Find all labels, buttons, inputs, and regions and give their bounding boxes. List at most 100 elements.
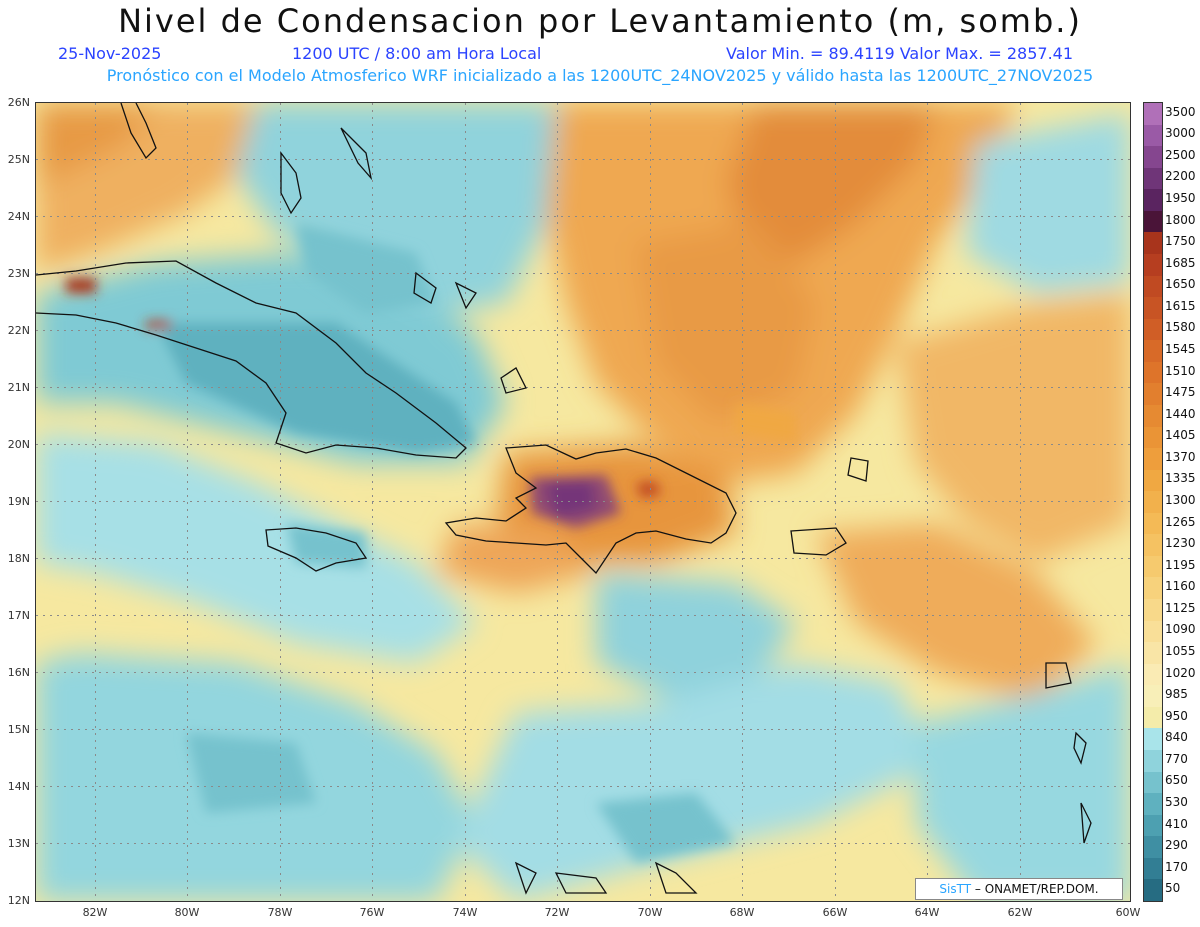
colorbar-segment: [1144, 555, 1162, 578]
lon-tick: 62W: [1007, 906, 1033, 919]
colorbar-label: 1510: [1165, 363, 1196, 378]
colorbar-segment: [1144, 189, 1162, 212]
colorbar-segment: [1144, 426, 1162, 449]
colorbar-label: 1265: [1165, 514, 1196, 529]
south-coast-3: [554, 872, 608, 894]
colorbar-label: 1230: [1165, 536, 1196, 551]
colorbar-segment: [1144, 750, 1162, 773]
colorbar-segment: [1144, 771, 1162, 794]
colorbar-segment: [1144, 167, 1162, 190]
andros-coast: [280, 151, 302, 215]
lat-tick: 21N: [7, 381, 30, 394]
colorbar-segment: [1144, 534, 1162, 557]
colorbar-segment: [1144, 728, 1162, 751]
colorbar-segment: [1144, 836, 1162, 859]
colorbar-segment: [1144, 512, 1162, 535]
colorbar-label: 1125: [1165, 600, 1196, 615]
lesser-antilles-2: [1073, 731, 1087, 765]
cuba-coast: [36, 260, 467, 459]
colorbar-label: 530: [1165, 794, 1188, 809]
colorbar-segment: [1144, 253, 1162, 277]
valid-time: 1200 UTC / 8:00 am Hora Local: [292, 44, 542, 63]
colorbar-segment: [1144, 297, 1162, 320]
colorbar-label: 1650: [1165, 277, 1196, 292]
colorbar-segment: [1144, 469, 1162, 492]
lat-tick: 19N: [7, 495, 30, 508]
lon-tick: 72W: [544, 906, 570, 919]
colorbar: [1143, 102, 1163, 902]
colorbar-label: 170: [1165, 859, 1188, 874]
lat-tick: 12N: [7, 894, 30, 907]
valid-date: 25-Nov-2025: [58, 44, 162, 63]
colorbar-label: 1160: [1165, 579, 1196, 594]
colorbar-label: 1950: [1165, 191, 1196, 206]
lon-tick: 60W: [1115, 906, 1141, 919]
colorbar-label: 410: [1165, 816, 1188, 831]
colorbar-label: 1475: [1165, 385, 1196, 400]
lat-tick: 22N: [7, 324, 30, 337]
lon-tick: 70W: [637, 906, 663, 919]
min-max-values: Valor Min. = 89.4119 Valor Max. = 2857.4…: [726, 44, 1074, 63]
island-coast: [847, 457, 869, 482]
lat-tick: 14N: [7, 780, 30, 793]
lcl-map: [35, 102, 1131, 902]
colorbar-segment: [1144, 793, 1162, 816]
lesser-antilles-3: [1080, 802, 1092, 844]
lat-tick: 15N: [7, 723, 30, 736]
colorbar-segment: [1144, 599, 1162, 622]
lat-tick: 17N: [7, 609, 30, 622]
colorbar-segment: [1144, 103, 1162, 126]
forecast-info: Pronóstico con el Modelo Atmosferico WRF…: [106, 66, 1094, 85]
lon-tick: 82W: [82, 906, 108, 919]
colorbar-segment: [1144, 706, 1162, 729]
south-coast-2: [514, 861, 537, 895]
colorbar-label: 650: [1165, 773, 1188, 788]
colorbar-segment: [1144, 275, 1162, 298]
jamaica-coast: [265, 527, 368, 572]
lat-tick: 18N: [7, 552, 30, 565]
colorbar-label: 1335: [1165, 471, 1196, 486]
colorbar-label: 1405: [1165, 428, 1196, 443]
colorbar-label: 1615: [1165, 298, 1196, 313]
colorbar-segment: [1144, 340, 1162, 363]
colorbar-segment: [1144, 491, 1162, 514]
colorbar-segment: [1144, 146, 1162, 169]
colorbar-segment: [1144, 879, 1162, 902]
credit-brand: SisTT: [939, 882, 972, 896]
lat-tick: 16N: [7, 666, 30, 679]
colorbar-segment: [1144, 642, 1162, 665]
credit-box: SisTT – ONAMET/REP.DOM.: [915, 878, 1123, 900]
colorbar-segment: [1144, 620, 1162, 643]
colorbar-label: 1685: [1165, 255, 1196, 270]
graticule: [36, 103, 1130, 901]
colorbar-segment: [1144, 383, 1162, 406]
lat-tick: 26N: [7, 96, 30, 109]
lon-tick: 76W: [359, 906, 385, 919]
hispaniola-coast: [444, 444, 737, 575]
colorbar-label: 1300: [1165, 493, 1196, 507]
lon-tick: 74W: [452, 906, 478, 919]
lat-tick: 24N: [7, 210, 30, 223]
florida-coast: [120, 103, 157, 160]
inagua-coast: [500, 367, 527, 394]
colorbar-segment: [1144, 857, 1162, 880]
colorbar-segment: [1144, 361, 1162, 384]
south-coast-1: [654, 861, 698, 894]
lon-tick: 66W: [822, 906, 848, 919]
colorbar-label: 1055: [1165, 643, 1196, 658]
colorbar-segment: [1144, 124, 1162, 147]
colorbar-label: 3000: [1165, 126, 1196, 141]
lon-tick: 80W: [174, 906, 200, 919]
colorbar-label: 950: [1165, 708, 1188, 723]
colorbar-segment: [1144, 210, 1162, 233]
colorbar-label: 2200: [1165, 169, 1196, 184]
colorbar-segment: [1144, 663, 1162, 686]
lesser-antilles-1: [1045, 662, 1072, 689]
colorbar-label: 770: [1165, 751, 1188, 766]
credit-org: – ONAMET/REP.DOM.: [974, 882, 1099, 896]
colorbar-segment: [1144, 577, 1162, 600]
colorbar-label: 1545: [1165, 342, 1196, 357]
colorbar-segment: [1144, 318, 1162, 341]
colorbar-segment: [1144, 232, 1162, 255]
puerto-rico-coast: [790, 527, 847, 556]
